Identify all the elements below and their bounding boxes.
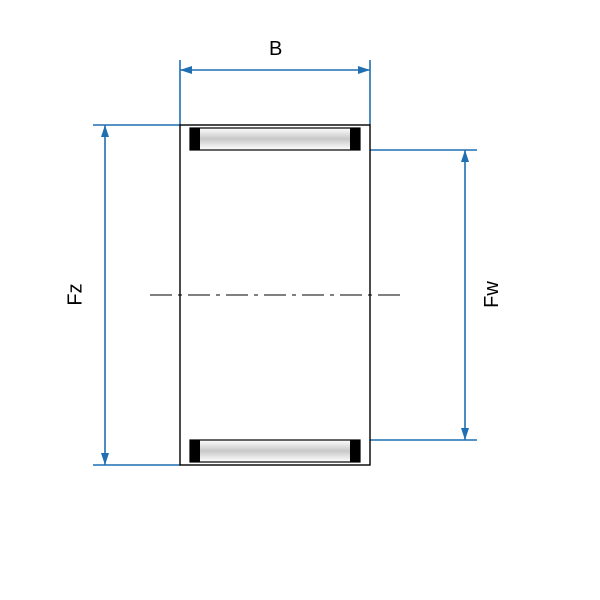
drawing-svg — [0, 0, 600, 600]
label-width-B: B — [269, 38, 282, 61]
bearing-diagram: B Fz Fw — [0, 0, 600, 600]
label-inner-Fw: Fw — [481, 281, 504, 308]
label-outer-Fz: Fz — [65, 283, 88, 305]
